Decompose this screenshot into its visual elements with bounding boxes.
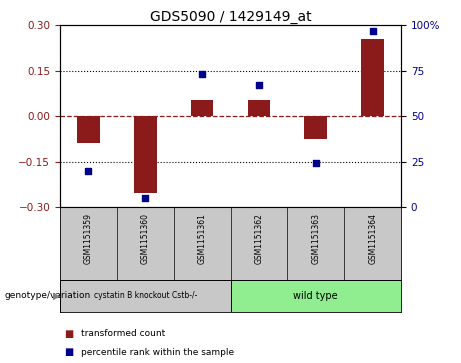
Text: GSM1151360: GSM1151360 [141, 213, 150, 264]
Point [255, 82, 263, 88]
Text: ▶: ▶ [53, 291, 60, 301]
Point [312, 160, 319, 166]
Bar [230, 280, 401, 312]
Bar [304, 116, 327, 139]
Text: GSM1151359: GSM1151359 [84, 213, 93, 264]
Bar [77, 116, 100, 143]
Text: transformed count: transformed count [81, 330, 165, 338]
Title: GDS5090 / 1429149_at: GDS5090 / 1429149_at [150, 11, 311, 24]
Point [85, 168, 92, 174]
Point [198, 72, 206, 77]
Point [142, 195, 149, 201]
Text: cystatin B knockout Cstb-/-: cystatin B knockout Cstb-/- [94, 291, 197, 300]
Text: GSM1151362: GSM1151362 [254, 213, 263, 264]
Text: ■: ■ [65, 347, 74, 357]
Text: GSM1151361: GSM1151361 [198, 213, 207, 264]
Bar [361, 39, 384, 116]
Bar [191, 99, 213, 116]
Bar [248, 99, 270, 116]
Text: percentile rank within the sample: percentile rank within the sample [81, 348, 234, 356]
Text: GSM1151363: GSM1151363 [311, 213, 320, 264]
Point [369, 28, 376, 34]
Bar [134, 116, 157, 193]
Bar [60, 280, 230, 312]
Text: genotype/variation: genotype/variation [5, 291, 91, 300]
Text: ■: ■ [65, 329, 74, 339]
Text: GSM1151364: GSM1151364 [368, 213, 377, 264]
Text: wild type: wild type [294, 291, 338, 301]
